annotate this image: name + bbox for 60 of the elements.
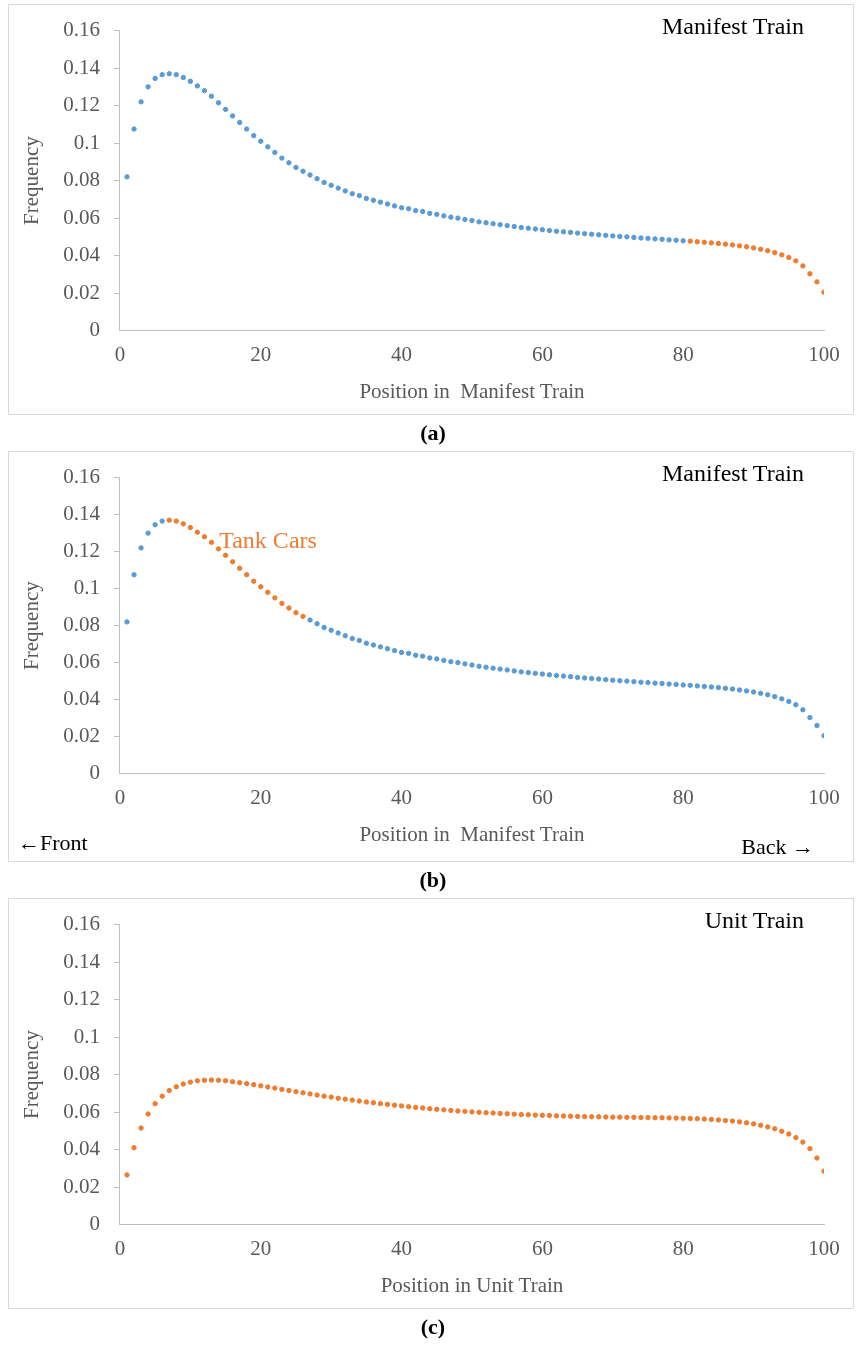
y-tick-label: 0.06 [63,204,100,229]
text: (c) [419,1313,447,1341]
x-axis-title: Position in Unit Train [380,1272,564,1297]
y-tick-label: 0.1 [73,129,100,154]
x-tick-label: 60 [531,341,553,366]
y-tick-label: 0.06 [63,1098,100,1123]
text: ←Front [18,830,88,855]
y-tick-label: 0.04 [63,242,101,267]
y-axis-title: Frequency [19,135,44,225]
x-tick-label: 100 [808,784,840,809]
y-tick-label: 0.02 [63,1173,100,1198]
x-tick-label: 40 [391,1235,413,1260]
y-tick-label: 0.14 [63,501,101,526]
text: Tank Cars [219,527,317,554]
y-tick-label: 0.02 [63,279,100,304]
y-tick-label: 0.04 [63,1136,101,1161]
y-tick-label: 0.16 [63,17,100,42]
x-tick-label: 80 [672,1235,694,1260]
y-axis-title: Frequency [19,1029,44,1119]
y-tick-label: 0 [89,317,100,342]
x-tick-label: 0 [114,784,126,809]
x-tick-label: 60 [531,784,553,809]
y-tick-label: 0.16 [63,464,100,489]
x-tick-label: 20 [250,341,272,366]
x-tick-label: 40 [391,784,413,809]
x-tick-label: 0 [114,1235,126,1260]
y-tick-label: 0.12 [63,92,100,117]
x-tick-label: 20 [250,784,272,809]
y-tick-label: 0.14 [63,54,101,79]
x-tick-label: 80 [672,341,694,366]
chart-title: Manifest Train [661,13,804,40]
text: (a) [419,419,447,447]
x-tick-label: 20 [250,1235,272,1260]
y-tick-label: 0.06 [63,649,100,674]
text: Back → [741,834,814,859]
y-tick-label: 0.08 [63,1061,100,1086]
x-tick-label: 40 [391,341,413,366]
y-tick-label: 0 [89,1211,100,1236]
y-tick-label: 0.08 [63,612,100,637]
y-tick-label: 0.16 [63,911,100,936]
y-tick-label: 0.08 [63,167,100,192]
y-tick-label: 0 [89,760,100,785]
chart-title: Manifest Train [661,460,804,487]
x-tick-label: 0 [114,341,126,366]
y-axis-title: Frequency [19,580,44,670]
y-tick-label: 0.14 [63,948,101,973]
x-tick-label: 100 [808,1235,840,1260]
y-tick-label: 0.02 [63,723,100,748]
y-tick-label: 0.12 [63,986,100,1011]
x-tick-label: 60 [531,1235,553,1260]
y-tick-label: 0.04 [63,686,101,711]
x-tick-label: 80 [672,784,694,809]
y-tick-label: 0.1 [73,575,100,600]
chart-title: Unit Train [704,907,804,934]
text: (b) [418,866,448,894]
y-tick-label: 0.12 [63,538,100,563]
x-axis-title: Position in Manifest Train [359,821,586,846]
x-tick-label: 100 [808,341,840,366]
x-axis-title: Position in Manifest Train [359,378,586,403]
y-tick-label: 0.1 [73,1023,100,1048]
